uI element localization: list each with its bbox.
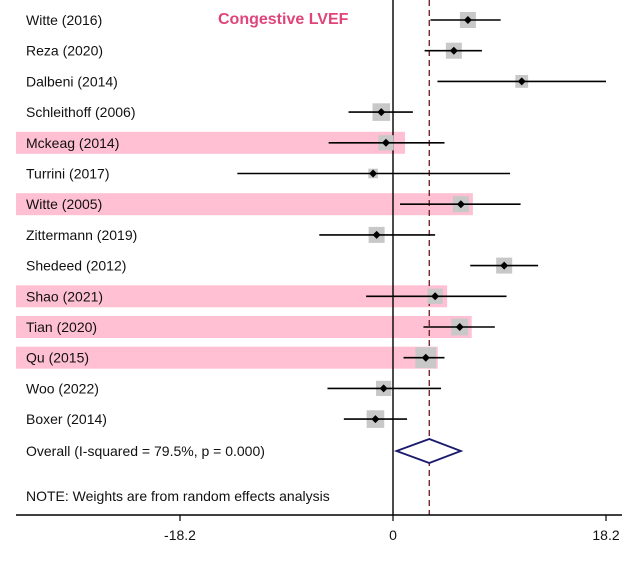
point-estimate [372, 230, 381, 239]
highlight-band [16, 316, 472, 338]
point-estimate [379, 384, 388, 393]
highlight-band-layer [16, 131, 473, 369]
point-estimate [500, 261, 509, 270]
point-estimate [455, 323, 464, 331]
study-label: Schleithoff (2006) [26, 104, 135, 120]
point-estimate [377, 108, 386, 117]
x-axis-ticks: -18.2 0 18.2 [164, 515, 620, 543]
study-label: Dalbeni (2014) [26, 73, 118, 89]
point-estimate [449, 46, 458, 55]
highlight-band [16, 346, 438, 369]
overall-diamond [393, 438, 464, 464]
overall-label: Overall (I-squared = 79.5%, p = 0.000) [26, 443, 265, 459]
study-label: Qu (2015) [26, 350, 89, 366]
highlight-band [16, 285, 448, 308]
highlight-band [16, 131, 405, 154]
highlight-band [16, 193, 473, 216]
point-estimate [456, 200, 465, 209]
point-estimate [463, 16, 472, 24]
point-estimate [431, 292, 440, 301]
point-estimate [381, 138, 390, 147]
study-label: Boxer (2014) [26, 411, 107, 427]
study-label: Zittermann (2019) [26, 227, 137, 243]
study-label: Witte (2016) [26, 12, 102, 28]
study-label: Reza (2020) [26, 43, 103, 59]
study-label: Shao (2021) [26, 288, 103, 304]
study-label: Witte (2005) [26, 196, 102, 212]
study-rows: Witte (2016) Reza (2020) Dalbeni (2014) Sch… [26, 12, 606, 428]
point-estimate [421, 353, 430, 362]
weights-note: NOTE: Weights are from random effects an… [26, 488, 330, 504]
tick-label: 18.2 [592, 527, 619, 543]
study-label: Mckeag (2014) [26, 135, 119, 151]
chart-title: Congestive LVEF [218, 11, 349, 28]
study-label: Woo (2022) [26, 380, 99, 396]
point-estimate [369, 169, 378, 178]
tick-label: -18.2 [164, 527, 196, 543]
point-estimate [517, 77, 526, 86]
study-label: Shedeed (2012) [26, 258, 126, 274]
tick-label: 0 [389, 527, 397, 543]
point-estimate [371, 415, 380, 424]
study-label: Turrini (2017) [26, 166, 110, 182]
study-label: Tian (2020) [26, 319, 97, 335]
